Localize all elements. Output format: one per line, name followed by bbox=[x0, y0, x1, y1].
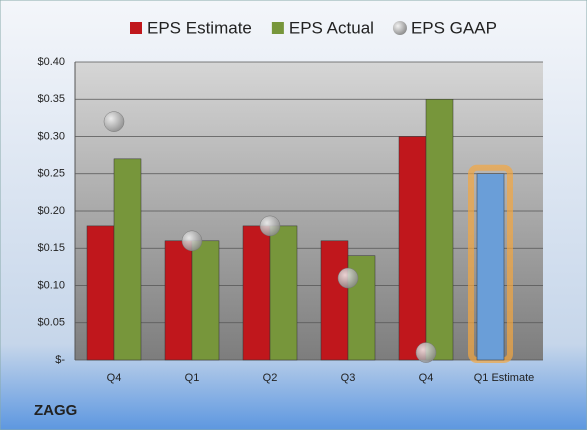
legend-label: EPS Actual bbox=[289, 18, 374, 37]
gaap-point bbox=[181, 230, 203, 252]
x-tick-label: Q2 bbox=[263, 372, 278, 384]
bar bbox=[191, 240, 220, 361]
gaap-point bbox=[337, 267, 359, 289]
legend-label: EPS GAAP bbox=[411, 18, 497, 37]
legend-swatch bbox=[271, 22, 284, 34]
bar bbox=[164, 240, 193, 361]
y-tick-label: $0.35 bbox=[37, 93, 65, 105]
x-tick-label: Q4 bbox=[107, 372, 122, 384]
x-tick-label: Q4 bbox=[419, 372, 434, 384]
bar bbox=[398, 136, 427, 361]
bar bbox=[113, 158, 142, 361]
bar bbox=[269, 225, 298, 361]
bar bbox=[86, 225, 115, 361]
bar bbox=[425, 99, 454, 361]
gaap-point bbox=[103, 111, 125, 132]
legend-swatch bbox=[392, 21, 407, 35]
y-tick-label: $0.10 bbox=[37, 279, 65, 291]
x-tick-label: Q3 bbox=[341, 372, 356, 384]
x-tick-label: Q1 bbox=[185, 372, 200, 384]
footer: ZAGG bbox=[34, 402, 77, 419]
bar bbox=[320, 240, 349, 361]
y-tick-label: $0.25 bbox=[37, 168, 65, 180]
bar bbox=[242, 225, 271, 361]
gaap-point bbox=[259, 215, 281, 237]
y-tick-label: $- bbox=[55, 354, 65, 366]
bar bbox=[476, 173, 505, 361]
gaap-point bbox=[415, 342, 437, 363]
y-tick-label: $0.05 bbox=[37, 317, 65, 329]
y-tick-label: $0.30 bbox=[37, 130, 65, 142]
legend-label: EPS Estimate bbox=[147, 18, 252, 37]
y-tick-label: $0.20 bbox=[37, 205, 65, 217]
legend-swatch bbox=[130, 22, 142, 34]
y-tick-label: $0.15 bbox=[37, 242, 65, 254]
y-tick-label: $0.40 bbox=[37, 56, 65, 68]
x-tick-label: Q1 Estimate bbox=[474, 372, 535, 384]
